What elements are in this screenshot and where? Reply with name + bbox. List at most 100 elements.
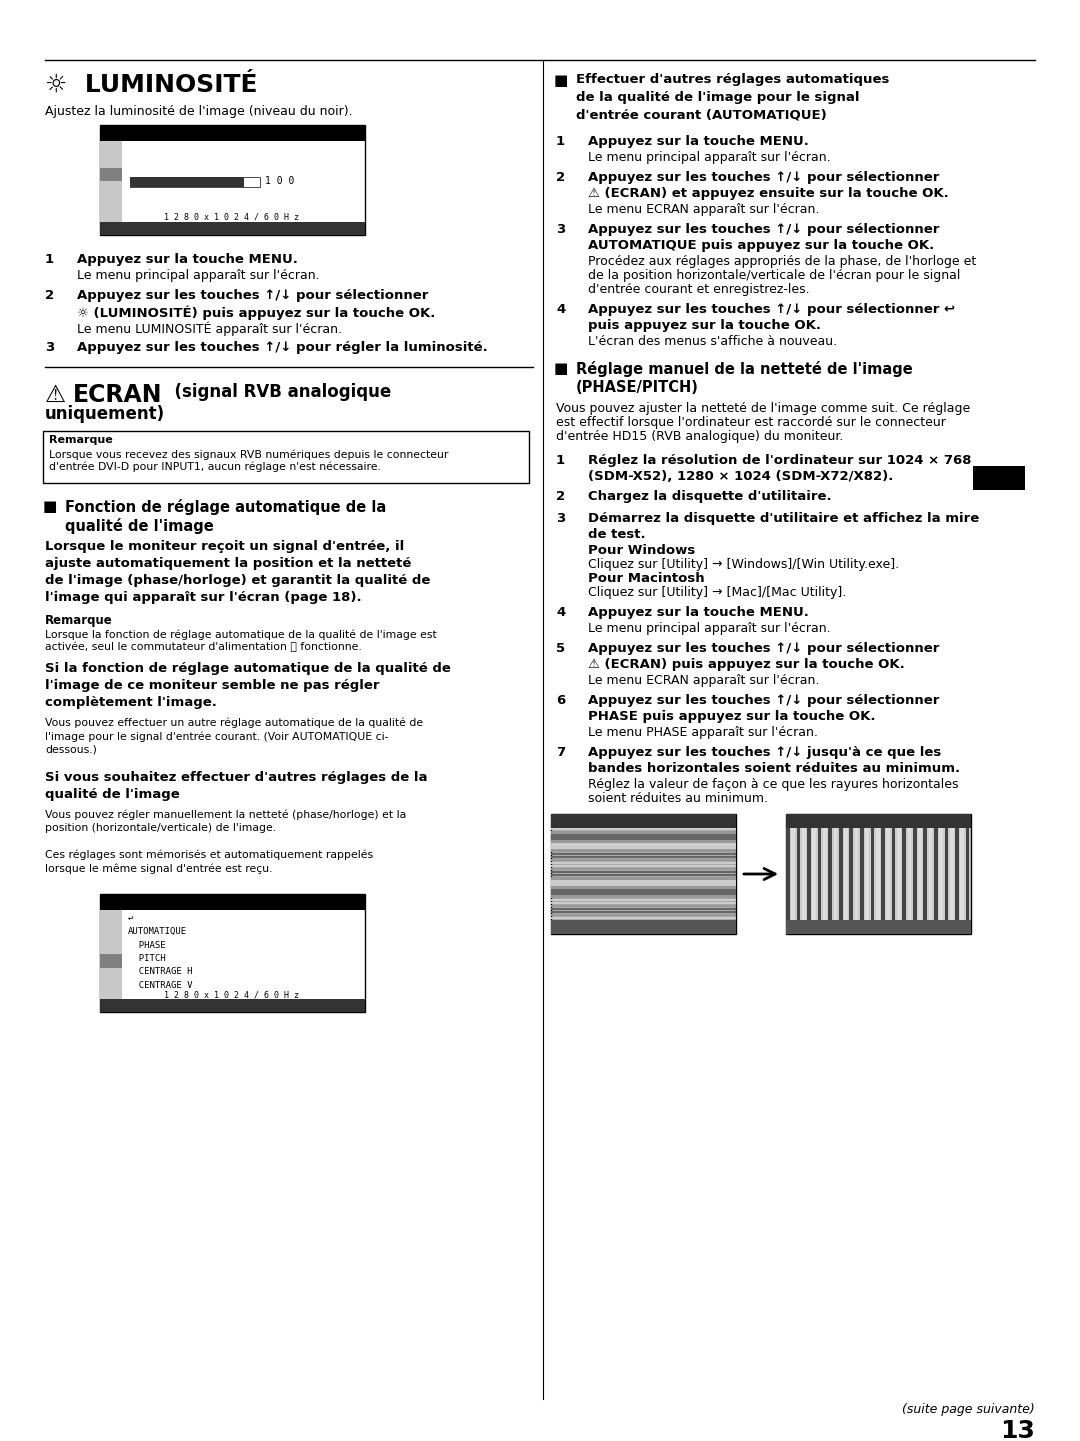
Text: FR: FR: [986, 468, 1012, 487]
FancyBboxPatch shape: [551, 865, 735, 867]
Text: position (horizontale/verticale) de l'image.: position (horizontale/verticale) de l'im…: [45, 823, 276, 833]
FancyBboxPatch shape: [792, 829, 795, 919]
Text: d'entrée HD15 (RVB analogique) du moniteur.: d'entrée HD15 (RVB analogique) du monite…: [556, 429, 843, 442]
Text: de la position horizontale/verticale de l'écran pour le signal: de la position horizontale/verticale de …: [588, 269, 960, 282]
FancyBboxPatch shape: [892, 829, 895, 919]
FancyBboxPatch shape: [881, 829, 885, 919]
Text: 4: 4: [556, 303, 565, 316]
Text: ↩: ↩: [129, 914, 133, 924]
Text: Remarque: Remarque: [45, 614, 112, 627]
FancyBboxPatch shape: [551, 889, 735, 892]
FancyBboxPatch shape: [786, 814, 971, 934]
FancyBboxPatch shape: [551, 840, 735, 843]
Text: 2: 2: [556, 490, 565, 503]
Text: qualité de l'image: qualité de l'image: [65, 517, 214, 535]
Text: Appuyez sur les touches ↑/↓ jusqu'à ce que les: Appuyez sur les touches ↑/↓ jusqu'à ce q…: [588, 746, 942, 759]
Text: ☼: ☼: [108, 174, 114, 183]
Text: Réglez la résolution de l'ordinateur sur 1024 × 768: Réglez la résolution de l'ordinateur sur…: [588, 454, 972, 467]
Text: l'image pour le signal d'entrée courant. (Voir AUTOMATIQUE ci-: l'image pour le signal d'entrée courant.…: [45, 731, 389, 742]
Text: ⚠: ⚠: [45, 383, 66, 406]
Text: ECRAN: ECRAN: [73, 383, 162, 406]
Text: 1: 1: [45, 254, 54, 267]
Text: 1: 1: [556, 135, 565, 148]
FancyBboxPatch shape: [551, 886, 735, 889]
Text: ☼: ☼: [108, 169, 114, 177]
Text: Vous pouvez régler manuellement la netteté (phase/horloge) et la: Vous pouvez régler manuellement la nette…: [45, 810, 406, 820]
Text: SDM-X52: SDM-X52: [627, 922, 659, 928]
Text: 1 2 8 0 x 1 0 2 4 / 6 0 H z: 1 2 8 0 x 1 0 2 4 / 6 0 H z: [164, 990, 299, 999]
Text: Procédez aux réglages appropriés de la phase, de l'horloge et: Procédez aux réglages appropriés de la p…: [588, 255, 976, 268]
Text: d'entrée courant et enregistrez-les.: d'entrée courant et enregistrez-les.: [588, 282, 810, 295]
FancyBboxPatch shape: [100, 954, 122, 968]
FancyBboxPatch shape: [887, 829, 890, 919]
Text: 3: 3: [45, 342, 54, 354]
FancyBboxPatch shape: [955, 829, 959, 919]
FancyBboxPatch shape: [100, 125, 365, 235]
Text: 1 0 0: 1 0 0: [265, 176, 295, 186]
FancyBboxPatch shape: [551, 843, 735, 846]
FancyBboxPatch shape: [870, 829, 875, 919]
Text: Vous pouvez ajuster la netteté de l'image comme suit. Ce réglage: Vous pouvez ajuster la netteté de l'imag…: [556, 402, 970, 415]
Text: CENTRAGE H: CENTRAGE H: [129, 967, 192, 977]
FancyBboxPatch shape: [940, 829, 943, 919]
Text: ◑: ◑: [108, 932, 114, 941]
Text: Démarrez la disquette d'utilitaire et affichez la mire: Démarrez la disquette d'utilitaire et af…: [588, 512, 980, 525]
FancyBboxPatch shape: [551, 862, 735, 865]
FancyBboxPatch shape: [551, 870, 735, 873]
FancyBboxPatch shape: [801, 829, 806, 919]
FancyBboxPatch shape: [551, 814, 735, 934]
Text: Appuyez sur les touches ↑/↓ pour sélectionner: Appuyez sur les touches ↑/↓ pour sélecti…: [588, 695, 940, 708]
Text: 13: 13: [1000, 1419, 1035, 1441]
FancyBboxPatch shape: [551, 895, 735, 898]
Text: ☼ (LUMINOSITÉ) puis appuyez sur la touche OK.: ☼ (LUMINOSITÉ) puis appuyez sur la touch…: [77, 305, 435, 320]
FancyBboxPatch shape: [854, 829, 859, 919]
Text: Le menu PHASE apparaît sur l'écran.: Le menu PHASE apparaît sur l'écran.: [588, 726, 818, 739]
Text: Pour Windows: Pour Windows: [588, 545, 696, 558]
Text: Effectuer d'autres réglages automatiques: Effectuer d'autres réglages automatiques: [576, 73, 889, 86]
FancyBboxPatch shape: [786, 829, 789, 919]
Text: ⚠ (ECRAN) puis appuyez sur la touche OK.: ⚠ (ECRAN) puis appuyez sur la touche OK.: [588, 659, 905, 672]
Text: CENTRAGE V: CENTRAGE V: [129, 981, 192, 990]
Text: ◑: ◑: [108, 161, 114, 170]
FancyBboxPatch shape: [100, 222, 365, 235]
FancyBboxPatch shape: [551, 908, 735, 911]
Text: (PHASE/PITCH): (PHASE/PITCH): [576, 380, 699, 395]
FancyBboxPatch shape: [913, 829, 917, 919]
Text: (suite page suivante): (suite page suivante): [902, 1404, 1035, 1417]
Text: Réglage manuel de la netteté de l'image: Réglage manuel de la netteté de l'image: [576, 362, 913, 378]
Text: Le menu ECRAN apparaît sur l'écran.: Le menu ECRAN apparaît sur l'écran.: [588, 674, 820, 687]
Text: 6: 6: [556, 695, 565, 708]
FancyBboxPatch shape: [897, 829, 901, 919]
Text: SDM-X52: SDM-X52: [862, 922, 893, 928]
FancyBboxPatch shape: [551, 856, 735, 857]
FancyBboxPatch shape: [100, 911, 122, 1012]
Text: ■: ■: [554, 362, 568, 376]
FancyBboxPatch shape: [828, 829, 832, 919]
Text: Appuyez sur les touches ↑/↓ pour sélectionner: Appuyez sur les touches ↑/↓ pour sélecti…: [77, 290, 429, 303]
Text: lorsque le même signal d'entrée est reçu.: lorsque le même signal d'entrée est reçu…: [45, 863, 272, 873]
FancyBboxPatch shape: [551, 834, 735, 837]
FancyBboxPatch shape: [551, 883, 735, 886]
FancyBboxPatch shape: [551, 919, 735, 934]
Text: Test Pattern: Test Pattern: [789, 816, 835, 826]
FancyBboxPatch shape: [100, 893, 365, 1012]
Text: de test.: de test.: [588, 527, 646, 540]
Text: Cliquez sur [Utility] → [Mac]/[Mac Utility].: Cliquez sur [Utility] → [Mac]/[Mac Utili…: [588, 586, 847, 599]
FancyBboxPatch shape: [130, 177, 244, 187]
Text: ☼  LUMINOSITÉ: ☼ LUMINOSITÉ: [45, 73, 257, 97]
FancyBboxPatch shape: [551, 899, 735, 901]
Text: ☼: ☼: [108, 947, 114, 955]
Text: +: +: [108, 228, 114, 238]
Text: 1: 1: [556, 454, 565, 467]
Text: Appuyez sur les touches ↑/↓ pour sélectionner: Appuyez sur les touches ↑/↓ pour sélecti…: [588, 643, 940, 656]
FancyBboxPatch shape: [934, 829, 937, 919]
Text: Réglez la valeur de façon à ce que les rayures horizontales: Réglez la valeur de façon à ce que les r…: [588, 778, 959, 791]
Text: puis appuyez sur la touche OK.: puis appuyez sur la touche OK.: [588, 318, 821, 331]
Text: PITCH: PITCH: [129, 954, 165, 963]
Text: est effectif lorsque l'ordinateur est raccordé sur le connecteur: est effectif lorsque l'ordinateur est ra…: [556, 416, 946, 429]
Text: PHASE: PHASE: [129, 941, 165, 950]
Text: Lorsque le moniteur reçoit un signal d'entrée, il: Lorsque le moniteur reçoit un signal d'e…: [45, 540, 404, 553]
Text: Si vous souhaitez effectuer d'autres réglages de la: Si vous souhaitez effectuer d'autres rég…: [45, 771, 428, 784]
Text: 1 2 8 0 x 1 0 2 4 / 6 0 H z: 1 2 8 0 x 1 0 2 4 / 6 0 H z: [164, 213, 299, 222]
FancyBboxPatch shape: [551, 859, 735, 862]
